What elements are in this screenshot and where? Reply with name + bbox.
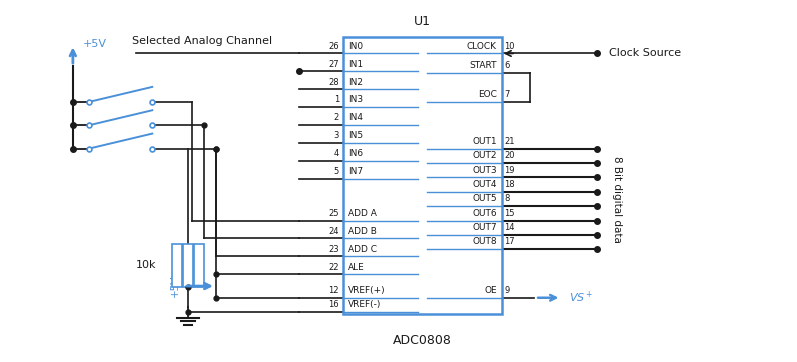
Text: VREF(+): VREF(+)	[347, 286, 385, 295]
Text: +5V: +5V	[170, 275, 180, 297]
Text: OUT8: OUT8	[473, 237, 497, 247]
Text: IN3: IN3	[347, 96, 363, 105]
Text: 18: 18	[505, 180, 515, 189]
Text: 1: 1	[334, 96, 339, 105]
Text: 14: 14	[505, 223, 515, 232]
Text: 19: 19	[505, 165, 515, 174]
Bar	[343, 37, 502, 314]
Text: 4: 4	[334, 150, 339, 158]
Text: 8: 8	[505, 194, 509, 203]
Text: ADD C: ADD C	[347, 245, 377, 253]
Text: OUT5: OUT5	[473, 194, 497, 203]
Text: 21: 21	[505, 137, 515, 146]
Bar	[194, 244, 204, 287]
Text: OUT3: OUT3	[473, 165, 497, 174]
Text: IN1: IN1	[347, 60, 363, 68]
Text: OUT1: OUT1	[473, 137, 497, 146]
Text: 28: 28	[328, 77, 339, 87]
Text: 10k: 10k	[135, 260, 156, 270]
Text: U1: U1	[414, 15, 431, 28]
Text: IN4: IN4	[347, 113, 363, 122]
Text: +5V: +5V	[82, 39, 107, 50]
Text: OE: OE	[485, 286, 497, 295]
Text: Selected Analog Channel: Selected Analog Channel	[132, 36, 273, 46]
Text: VREF(-): VREF(-)	[347, 300, 381, 309]
Text: IN6: IN6	[347, 150, 363, 158]
Text: 16: 16	[328, 300, 339, 309]
Text: 6: 6	[505, 62, 509, 70]
Text: OUT2: OUT2	[473, 151, 497, 160]
Text: 22: 22	[328, 262, 339, 272]
Bar	[172, 244, 182, 287]
Text: START: START	[469, 62, 497, 70]
Text: 2: 2	[334, 113, 339, 122]
Text: Clock Source: Clock Source	[609, 49, 681, 59]
Text: 26: 26	[328, 42, 339, 51]
Text: IN7: IN7	[347, 167, 363, 176]
Text: CLOCK: CLOCK	[467, 42, 497, 51]
Text: ADC0808: ADC0808	[393, 334, 452, 347]
Text: 17: 17	[505, 237, 515, 247]
Text: OUT7: OUT7	[473, 223, 497, 232]
Text: IN0: IN0	[347, 42, 363, 51]
Text: 24: 24	[328, 227, 339, 236]
Text: ALE: ALE	[347, 262, 364, 272]
Text: 7: 7	[505, 90, 509, 99]
Text: $\mathit{VS^+}$: $\mathit{VS^+}$	[569, 290, 594, 306]
Text: IN2: IN2	[347, 77, 363, 87]
Text: 25: 25	[328, 209, 339, 218]
Text: 23: 23	[328, 245, 339, 253]
Text: 27: 27	[328, 60, 339, 68]
Text: 5: 5	[334, 167, 339, 176]
Text: 15: 15	[505, 209, 515, 218]
Text: 8 Bit digital data: 8 Bit digital data	[612, 156, 622, 243]
Text: 3: 3	[334, 131, 339, 140]
Text: 20: 20	[505, 151, 515, 160]
Text: IN5: IN5	[347, 131, 363, 140]
Text: 9: 9	[505, 286, 509, 295]
Text: EOC: EOC	[478, 90, 497, 99]
Text: ADD A: ADD A	[347, 209, 376, 218]
Text: OUT4: OUT4	[473, 180, 497, 189]
Text: 10: 10	[505, 42, 515, 51]
Text: 12: 12	[328, 286, 339, 295]
Text: ADD B: ADD B	[347, 227, 376, 236]
Bar	[183, 244, 193, 287]
Text: OUT6: OUT6	[473, 209, 497, 218]
